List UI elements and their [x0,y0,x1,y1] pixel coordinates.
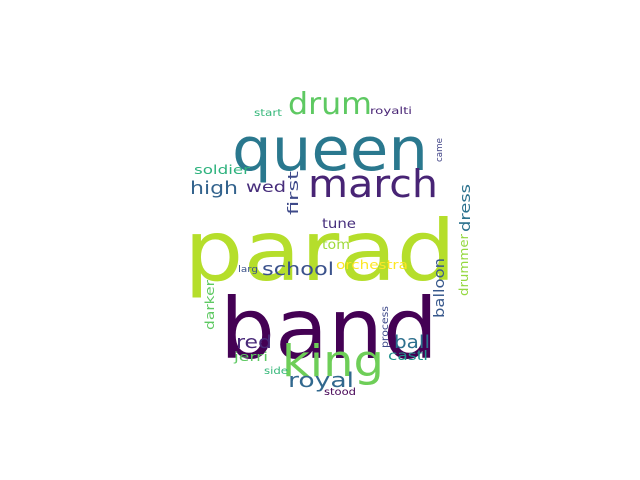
word-orchestra: orchestra [336,258,408,272]
word-soldier: soldier [194,163,250,177]
word-wed: wed [246,178,286,196]
word-start: start [254,108,282,119]
word-ball: ball [394,332,430,353]
word-queen: queen [232,115,428,185]
word-larg: larg [238,265,258,275]
word-drummer: drummer [457,234,471,296]
word-red: red [236,332,272,353]
word-tune: tune [322,217,356,232]
word-side: side [264,366,288,377]
word-parad: parad [184,202,456,300]
word-balloon: balloon [432,258,448,318]
word-royalti: royalti [370,106,412,117]
word-tom: tom [322,238,350,253]
word-march: march [308,162,438,206]
word-king: king [282,336,384,387]
word-first: first [286,170,302,215]
word-dress: dress [458,184,474,232]
word-castl: castl [388,349,428,364]
word-drum: drum [288,87,372,122]
word-school: school [262,259,334,280]
word-came: came [435,138,445,162]
word-royal: royal [288,368,354,392]
word-jerri: jerri [233,350,268,364]
word-stood: stood [324,387,356,398]
word-darker: darker [203,280,217,330]
word-band: band [220,280,438,378]
word-process: process [380,306,391,348]
word-high: high [190,178,238,199]
